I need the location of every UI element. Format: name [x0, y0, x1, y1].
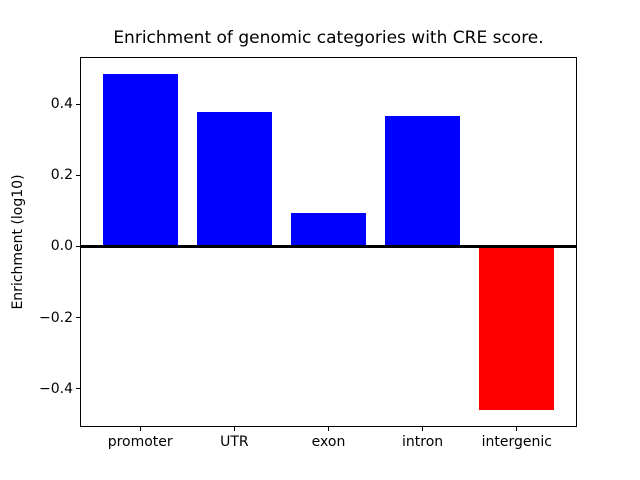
bar-intergenic — [479, 246, 555, 410]
y-tick-label-−0.2: −0.2 — [39, 309, 73, 326]
zero-baseline — [80, 244, 577, 248]
x-tick-label-exon: exon — [311, 434, 346, 450]
bar-UTR — [196, 111, 272, 247]
y-tick-mark-0.0 — [76, 245, 80, 247]
x-tick-mark-exon — [328, 427, 329, 431]
y-tick-mark-−0.2 — [76, 317, 80, 318]
bar-promoter — [102, 73, 178, 247]
x-tick-mark-intergenic — [516, 427, 518, 431]
x-tick-mark-intron — [422, 427, 424, 431]
bar-intron — [385, 116, 461, 247]
x-tick-label-intergenic: intergenic — [481, 434, 552, 450]
x-tick-mark-UTR — [233, 427, 235, 431]
y-tick-mark-0.4 — [76, 103, 80, 105]
x-tick-mark-promoter — [139, 427, 141, 431]
x-tick-label-promoter: promoter — [107, 434, 173, 450]
x-tick-label-UTR: UTR — [220, 434, 249, 450]
bar-exon — [290, 212, 367, 247]
y-tick-label-0.2: 0.2 — [50, 167, 73, 184]
y-tick-label-0.0: 0.0 — [50, 238, 73, 255]
y-tick-label-0.4: 0.4 — [50, 96, 73, 113]
y-tick-mark-0.2 — [76, 174, 80, 176]
y-tick-mark-−0.4 — [76, 388, 80, 390]
y-tick-label-−0.4: −0.4 — [39, 380, 73, 397]
chart-title: Enrichment of genomic categories with CR… — [113, 28, 544, 48]
x-tick-label-intron: intron — [402, 434, 444, 450]
